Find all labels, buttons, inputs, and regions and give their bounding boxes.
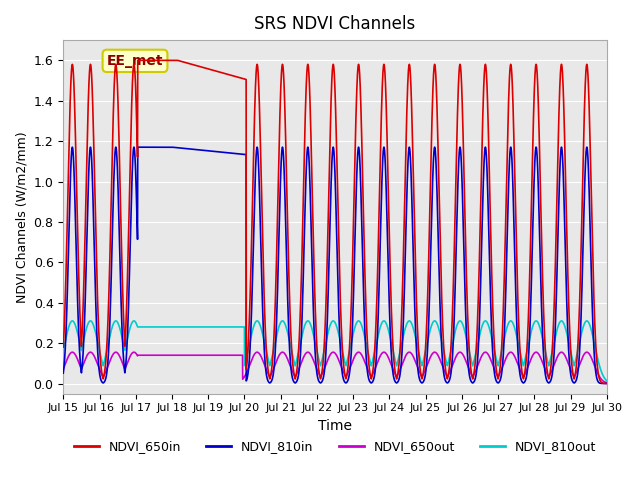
X-axis label: Time: Time bbox=[318, 419, 352, 433]
Y-axis label: NDVI Channels (W/m2/mm): NDVI Channels (W/m2/mm) bbox=[15, 131, 28, 303]
Legend: NDVI_650in, NDVI_810in, NDVI_650out, NDVI_810out: NDVI_650in, NDVI_810in, NDVI_650out, NDV… bbox=[68, 435, 601, 458]
Title: SRS NDVI Channels: SRS NDVI Channels bbox=[254, 15, 415, 33]
Text: EE_met: EE_met bbox=[107, 54, 163, 68]
